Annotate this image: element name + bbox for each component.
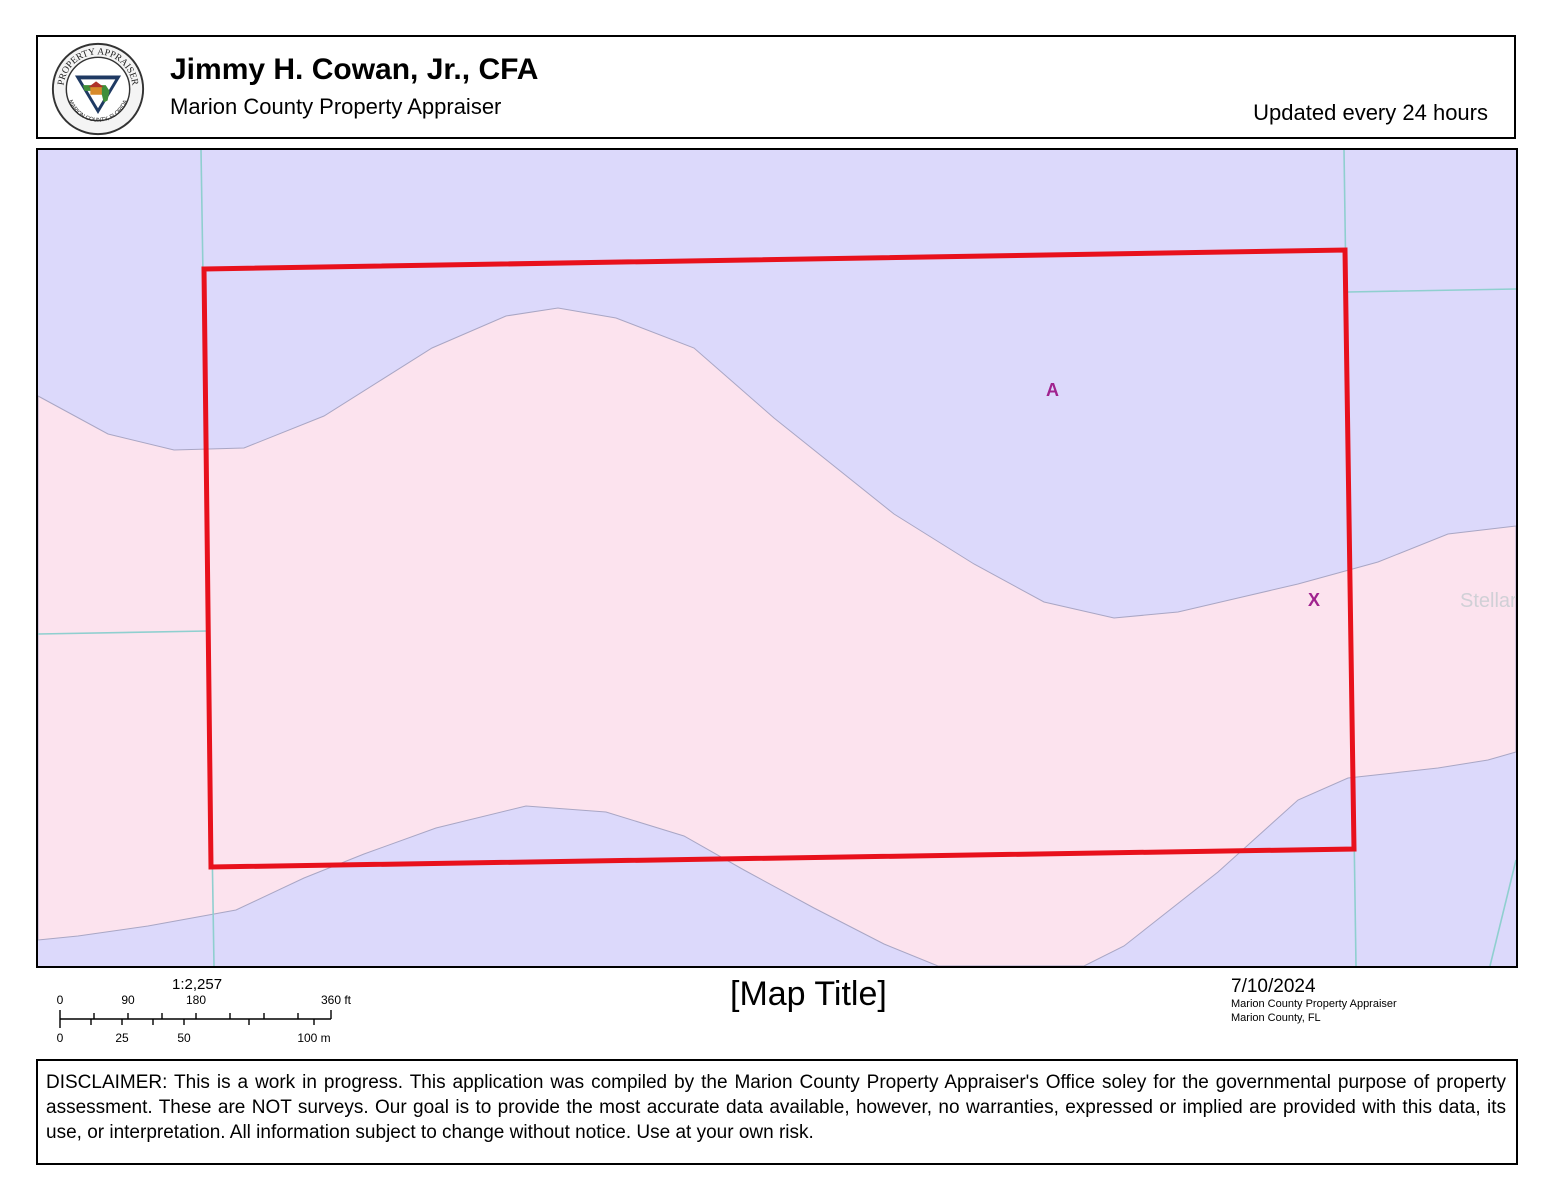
- header-panel: PROPERTY APPRAISER MARION COUNTY, FLORID…: [36, 35, 1516, 139]
- watermark: StellarMLS: [1460, 590, 1517, 612]
- svg-text:360 ft: 360 ft: [321, 993, 352, 1007]
- svg-text:0: 0: [57, 993, 64, 1007]
- scale-bar: 0 90 180 360 ft 0 25 50 100 m: [57, 993, 352, 1045]
- credit-line-1: Marion County Property Appraiser: [1231, 998, 1397, 1010]
- zone-label-x: X: [1308, 590, 1321, 610]
- svg-text:100 m: 100 m: [297, 1031, 330, 1045]
- property-appraiser-seal-icon: PROPERTY APPRAISER MARION COUNTY, FLORID…: [51, 42, 145, 136]
- update-note: Updated every 24 hours: [1253, 100, 1488, 125]
- map-title: [Map Title]: [730, 975, 887, 1013]
- svg-text:25: 25: [115, 1031, 129, 1045]
- svg-text:0: 0: [57, 1031, 64, 1045]
- scale-ratio: 1:2,257: [172, 976, 223, 993]
- svg-text:50: 50: [177, 1031, 191, 1045]
- zone-label-a: A: [1046, 380, 1059, 400]
- svg-text:180: 180: [186, 993, 206, 1007]
- credit-line-2: Marion County, FL: [1231, 1012, 1321, 1024]
- zone-x-band: [38, 307, 1516, 966]
- svg-text:90: 90: [121, 993, 135, 1007]
- map-canvas[interactable]: A X StellarMLS: [36, 148, 1518, 968]
- map-date: 7/10/2024: [1231, 976, 1316, 997]
- subject-parcel-outline[interactable]: [201, 247, 1357, 870]
- appraiser-name: Jimmy H. Cowan, Jr., CFA: [170, 53, 539, 86]
- flood-zone-map: [38, 150, 1516, 966]
- office-name: Marion County Property Appraiser: [170, 94, 502, 119]
- disclaimer-box: DISCLAIMER: This is a work in progress. …: [36, 1059, 1518, 1165]
